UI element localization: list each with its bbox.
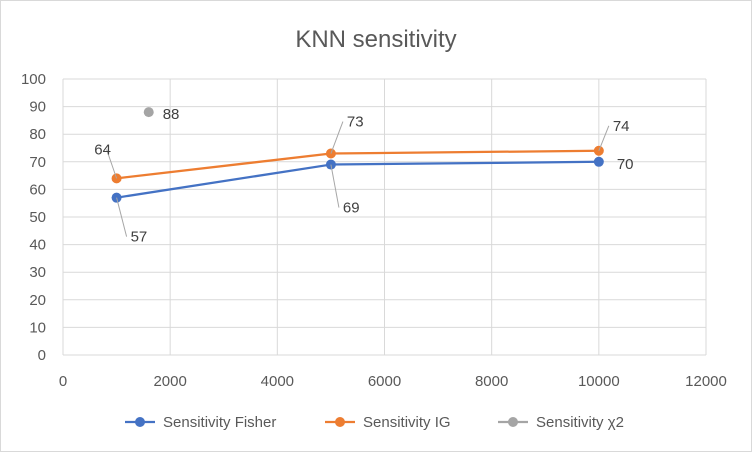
legend-marker: [335, 417, 345, 427]
y-tick-label: 10: [29, 319, 46, 336]
y-tick-label: 60: [29, 181, 46, 198]
legend-label: Sensitivity χ2: [536, 414, 624, 431]
x-tick-label: 0: [59, 373, 67, 390]
x-tick-label: 4000: [261, 373, 294, 390]
legend-marker: [135, 417, 145, 427]
legend-label: Sensitivity IG: [363, 414, 451, 431]
x-tick-label: 10000: [578, 373, 620, 390]
data-label: 74: [613, 118, 630, 135]
x-tick-label: 12000: [685, 373, 727, 390]
x-tick-label: 2000: [153, 373, 186, 390]
data-label: 64: [94, 141, 111, 158]
data-label: 73: [347, 114, 364, 131]
label-leader: [116, 197, 128, 237]
series-line: [116, 160, 599, 199]
label-leader: [330, 164, 340, 208]
data-point[interactable]: [143, 107, 154, 118]
label-leader: [330, 121, 344, 154]
data-labels: 57 69 70 64 73 74 88: [94, 106, 633, 246]
y-tick-label: 40: [29, 237, 46, 254]
y-tick-label: 90: [29, 99, 46, 116]
data-label: 88: [163, 106, 180, 123]
chart-title: KNN sensitivity: [295, 26, 456, 53]
label-leader: [106, 149, 118, 179]
y-tick-label: 50: [29, 209, 46, 226]
y-tick-label: 20: [29, 292, 46, 309]
data-label: 69: [343, 200, 360, 217]
y-tick-label: 100: [21, 71, 46, 88]
y-tick-label: 30: [29, 264, 46, 281]
legend-item[interactable]: Sensitivity χ2: [498, 414, 624, 431]
label-leader: [598, 125, 610, 151]
y-tick-label: 80: [29, 126, 46, 143]
y-tick-label: 0: [38, 347, 46, 364]
data-label: 57: [131, 229, 148, 246]
legend-label: Sensitivity Fisher: [163, 414, 276, 431]
gridlines: [62, 78, 707, 356]
data-point[interactable]: [593, 156, 604, 167]
data-label: 70: [617, 156, 634, 173]
axes: 0 10 20 30 40 50 60 70 80 90 100 0 2000 4000 6000 8000 1…: [21, 71, 727, 390]
legend-marker: [508, 417, 518, 427]
x-tick-label: 8000: [475, 373, 508, 390]
legend-item[interactable]: Sensitivity IG: [325, 414, 451, 431]
y-tick-label: 70: [29, 154, 46, 171]
legend-item[interactable]: Sensitivity Fisher: [125, 414, 276, 431]
x-tick-label: 6000: [368, 373, 401, 390]
legend: Sensitivity Fisher Sensitivity IG Sensitiv…: [125, 414, 624, 431]
